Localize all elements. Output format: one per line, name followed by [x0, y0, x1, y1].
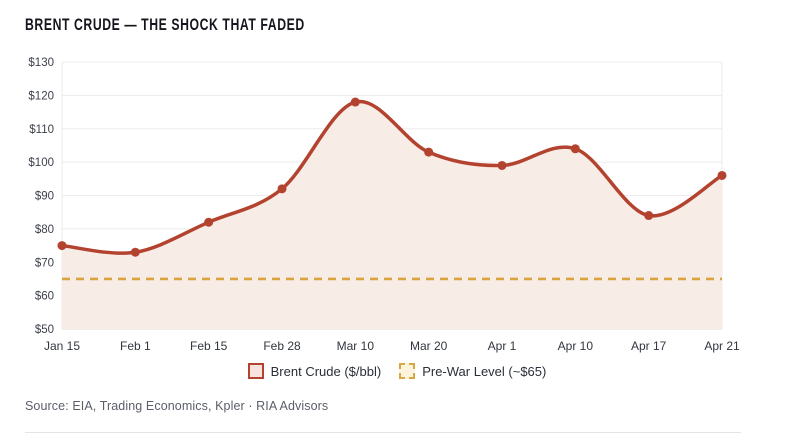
legend-label-pre-war-level: Pre-War Level (~$65)	[422, 363, 547, 379]
source-note: Source: EIA, Trading Economics, Kpler · …	[25, 399, 329, 413]
svg-text:$50: $50	[35, 324, 54, 336]
svg-text:$60: $60	[35, 291, 54, 303]
brent-crude-chart: $130 $120 $110 $100 $90 $80 $70 $60 $50 Jan 15 Feb…	[28, 57, 740, 353]
svg-text:Apr 10: Apr 10	[558, 339, 594, 353]
svg-text:$130: $130	[28, 57, 54, 69]
svg-text:$80: $80	[35, 224, 54, 236]
svg-text:Mar 10: Mar 10	[337, 339, 375, 353]
svg-text:$110: $110	[29, 124, 54, 136]
brent-crude-swatch-icon	[247, 363, 264, 379]
legend-label-brent-crude: Brent Crude ($/bbl)	[270, 363, 382, 379]
svg-text:$120: $120	[28, 90, 54, 102]
svg-text:Feb 15: Feb 15	[190, 339, 228, 353]
svg-text:Apr 17: Apr 17	[631, 339, 667, 353]
pre-war-level-swatch-icon	[399, 363, 416, 379]
svg-text:Mar 20: Mar 20	[410, 339, 448, 353]
chart-legend: Brent Crude ($/bbl) Pre-War Level (~$65)	[0, 360, 794, 382]
svg-text:Apr 1: Apr 1	[488, 339, 517, 353]
svg-text:$90: $90	[35, 191, 54, 203]
svg-text:Feb 1: Feb 1	[120, 339, 151, 353]
svg-text:Jan 15: Jan 15	[44, 339, 80, 353]
svg-text:$70: $70	[35, 257, 54, 269]
chart-title: BRENT CRUDE — THE SHOCK THAT FADED	[25, 15, 305, 34]
svg-text:Feb 28: Feb 28	[263, 339, 301, 353]
svg-text:Apr 21: Apr 21	[704, 339, 740, 353]
footer-divider	[25, 432, 741, 433]
legend-item-pre-war-level: Pre-War Level (~$65)	[399, 363, 546, 379]
svg-text:$100: $100	[28, 157, 54, 169]
legend-item-brent-crude: Brent Crude ($/bbl)	[247, 363, 382, 379]
